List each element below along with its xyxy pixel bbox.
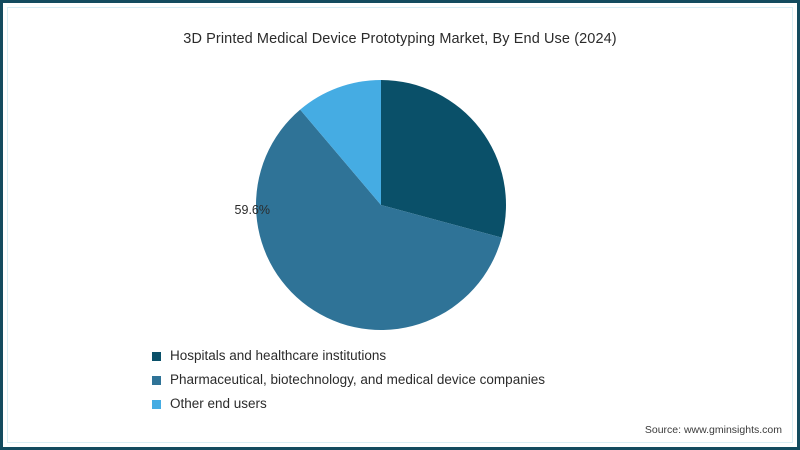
pie-slice[interactable] <box>381 80 506 238</box>
pie-chart <box>256 80 506 330</box>
legend-swatch-icon-other <box>152 399 161 409</box>
source-attribution: Source: www.gminsights.com <box>644 424 782 436</box>
legend-label-pharmaceutical: Pharmaceutical, biotechnology, and medic… <box>170 372 545 388</box>
legend-swatch-icon-pharmaceutical <box>152 375 161 385</box>
pie-slice-group <box>256 80 506 330</box>
page-title: 3D Printed Medical Device Prototyping Ma… <box>183 31 617 47</box>
legend-item-hospitals[interactable]: Hospitals and healthcare institutions <box>152 344 545 368</box>
legend-label-other: Other end users <box>170 396 267 412</box>
pie-chart-svg <box>256 80 506 330</box>
legend: Hospitals and healthcare institutions Ph… <box>152 344 545 416</box>
legend-label-hospitals: Hospitals and healthcare institutions <box>170 348 387 364</box>
pie-slice-percent-label: 59.6% <box>234 203 270 217</box>
legend-swatch-icon-hospitals <box>152 351 161 361</box>
legend-item-other[interactable]: Other end users <box>152 392 545 416</box>
pie-slice[interactable] <box>256 109 502 330</box>
legend-item-pharmaceutical[interactable]: Pharmaceutical, biotechnology, and medic… <box>152 368 545 392</box>
pie-slice[interactable] <box>300 80 381 205</box>
